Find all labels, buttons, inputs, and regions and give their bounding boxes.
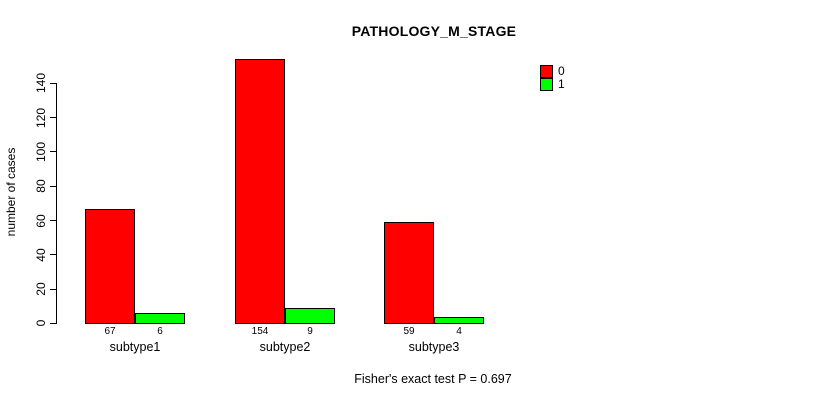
y-tick-label: 40: [34, 248, 48, 262]
bar-subtype2-1: [285, 307, 335, 325]
bar-value-label: 6: [157, 326, 163, 337]
bar-subtype3-1: [434, 316, 484, 325]
y-tick-label: 100: [34, 141, 48, 162]
legend-swatch-red: [540, 65, 553, 78]
bar-subtype3-0: [384, 222, 434, 325]
y-tick-label: 120: [34, 107, 48, 128]
bar-subtype1-1: [135, 313, 185, 325]
x-category-label: subtype2: [259, 340, 311, 354]
y-tick: [50, 322, 57, 324]
legend-row-1: 1: [540, 78, 565, 91]
bar-value-label: 4: [456, 326, 462, 337]
legend-label-1: 1: [558, 77, 565, 91]
bar-value-label: 154: [251, 326, 269, 337]
legend-swatch-green: [540, 78, 553, 91]
y-axis-line: [56, 83, 57, 324]
y-tick-label: 80: [34, 179, 48, 193]
y-tick: [50, 254, 57, 256]
y-tick-label: 60: [34, 213, 48, 228]
legend-row-0: 0: [540, 65, 565, 78]
fisher-test-annotation: Fisher's exact test P = 0.697: [354, 372, 512, 386]
chart-legend: 0 1: [540, 65, 565, 91]
y-tick: [50, 185, 57, 187]
y-tick-label: 20: [34, 282, 48, 296]
y-tick-label: 0: [34, 320, 48, 327]
y-tick: [50, 288, 57, 290]
y-tick: [50, 82, 57, 84]
x-category-label: subtype1: [109, 340, 161, 354]
bar-value-label: 59: [403, 326, 415, 337]
bar-value-label: 9: [307, 326, 313, 337]
bar-value-label: 67: [104, 326, 116, 337]
chart-title: PATHOLOGY_M_STAGE: [351, 23, 517, 39]
y-tick: [50, 151, 57, 153]
x-category-label: subtype3: [408, 340, 460, 354]
y-tick-label: 140: [34, 73, 48, 94]
y-tick: [50, 220, 57, 222]
y-tick: [50, 117, 57, 119]
legend-label-0: 0: [558, 64, 565, 78]
bar-subtype1-0: [85, 208, 135, 325]
y-axis-label: number of cases: [4, 147, 18, 237]
bar-subtype2-0: [235, 59, 285, 325]
